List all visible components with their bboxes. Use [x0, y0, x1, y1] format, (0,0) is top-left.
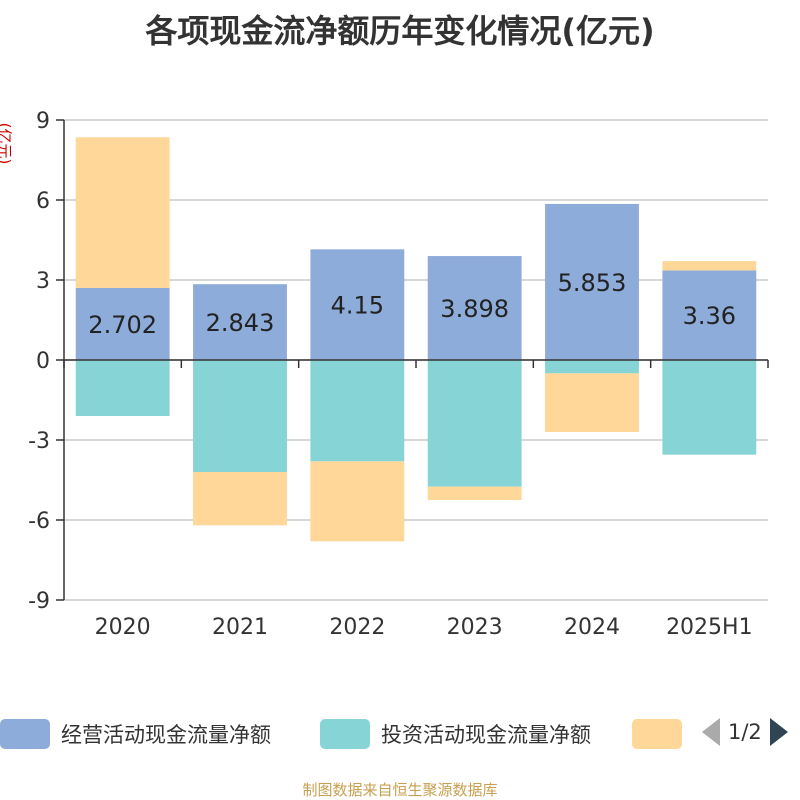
bar-series1-2021[interactable]	[193, 360, 287, 472]
data-label-2023: 3.898	[440, 295, 509, 323]
y-tick-label: -9	[28, 589, 50, 614]
legend-prev-icon[interactable]	[702, 718, 720, 746]
bar-series0-2023[interactable]	[427, 256, 522, 360]
bar-series0-2025H1[interactable]	[662, 270, 757, 360]
legend-item-investing[interactable]: 投资活动现金流量净额	[320, 716, 591, 752]
legend-swatch-operating	[0, 719, 50, 749]
bar-layer	[75, 137, 757, 542]
x-tick-label: 2025H1	[666, 615, 753, 640]
bar-series0-2020[interactable]	[75, 287, 170, 360]
x-tick-label: 2020	[95, 615, 151, 640]
legend-next-icon[interactable]	[769, 718, 788, 746]
bar-series1-2020[interactable]	[75, 360, 170, 416]
legend-swatch-financing	[632, 719, 682, 749]
bar-series0-2022[interactable]	[310, 249, 405, 360]
bar-series0-2024[interactable]	[545, 203, 639, 360]
legend-label-operating: 经营活动现金流量净额	[61, 723, 271, 747]
data-label-2024: 5.853	[558, 269, 627, 297]
y-tick-label: -6	[28, 509, 50, 534]
bar-series2-2025H1[interactable]	[662, 261, 757, 271]
y-tick-label: 9	[36, 109, 50, 134]
y-tick-label: 6	[36, 189, 50, 214]
source-note: 制图数据来自恒生聚源数据库	[302, 781, 498, 799]
bar-series2-2020[interactable]	[75, 137, 170, 288]
bar-series1-2023[interactable]	[427, 360, 522, 487]
legend-swatch-investing	[320, 719, 370, 749]
legend-item-financing[interactable]	[632, 716, 682, 752]
bar-series1-2022[interactable]	[310, 360, 405, 462]
data-label-2025H1: 3.36	[683, 302, 736, 330]
data-label-2021: 2.843	[206, 309, 275, 337]
bar-series2-2023[interactable]	[427, 486, 522, 500]
label-layer: 9 6 3 0 -3 -6 -9 2.702 2.843 4.15 3.898 5.853 3.36 20…	[28, 109, 753, 640]
x-tick-label: 2022	[329, 615, 385, 640]
legend-page-indicator: 1/2	[728, 720, 762, 744]
axis-layer	[56, 119, 769, 601]
y-tick-label: -3	[28, 429, 50, 454]
y-tick-label: 3	[36, 269, 50, 294]
data-label-2022: 4.15	[331, 292, 384, 320]
bar-series2-2024[interactable]	[545, 373, 639, 432]
bar-series2-2022[interactable]	[310, 461, 405, 542]
legend-label-investing: 投资活动现金流量净额	[381, 723, 591, 747]
bar-series0-2021[interactable]	[193, 284, 287, 360]
x-tick-label: 2021	[212, 615, 268, 640]
y-tick-label: 0	[36, 349, 50, 374]
bar-series1-2024[interactable]	[545, 360, 639, 374]
y-axis-unit: (亿元)	[0, 122, 14, 165]
chart-title: 各项现金流净额历年变化情况(亿元)	[145, 12, 655, 50]
legend-pager: 1/2	[702, 718, 788, 746]
bar-series1-2025H1[interactable]	[662, 360, 757, 455]
data-label-2020: 2.702	[88, 311, 157, 339]
bar-series2-2021[interactable]	[193, 472, 287, 526]
x-tick-label: 2023	[447, 615, 503, 640]
legend-item-operating[interactable]: 经营活动现金流量净额	[0, 716, 271, 752]
x-tick-label: 2024	[564, 615, 620, 640]
